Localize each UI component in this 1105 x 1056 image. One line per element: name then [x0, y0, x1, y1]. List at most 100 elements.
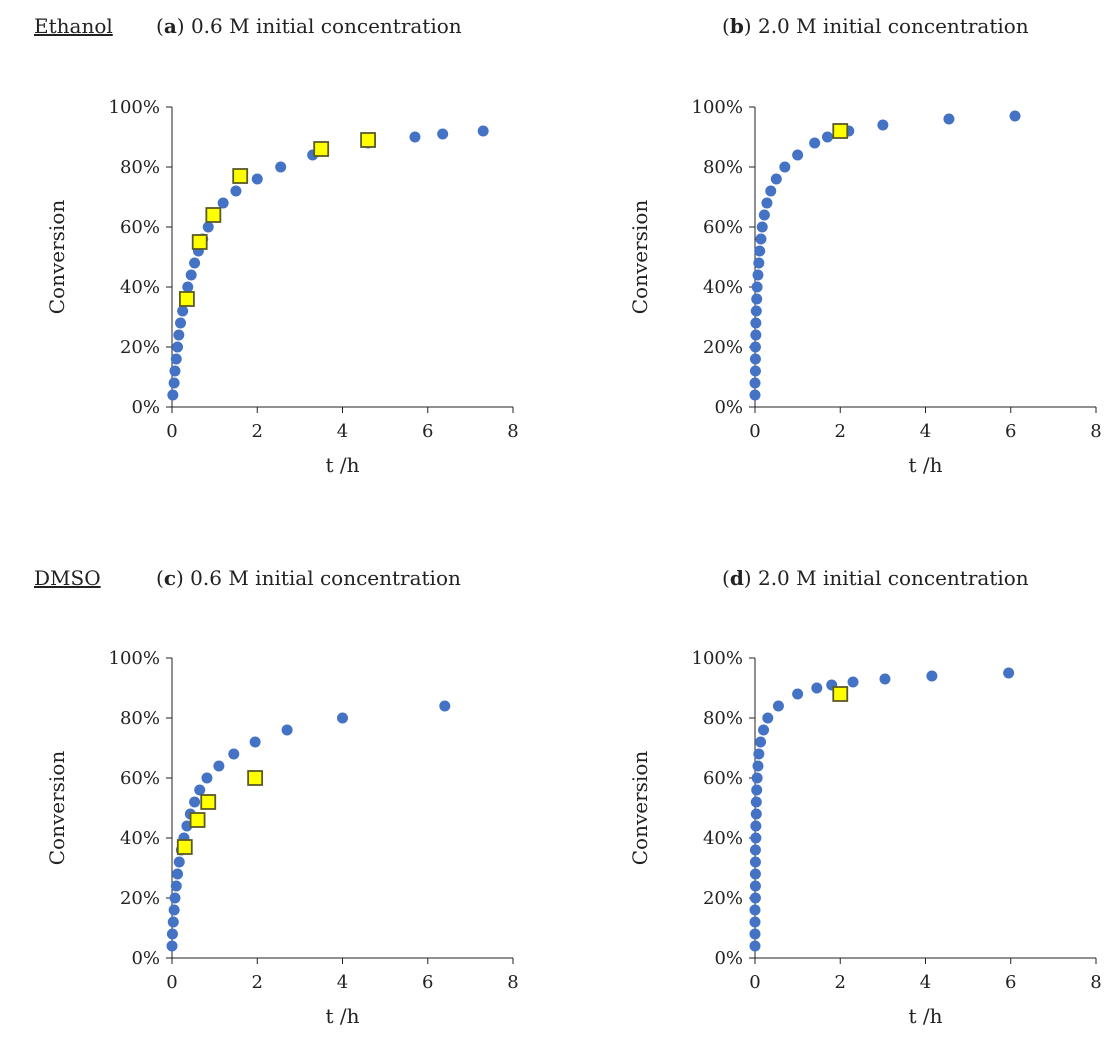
model-point-b-24 [877, 119, 889, 131]
section-label-dmso: DMSO [34, 566, 101, 590]
model-point-c-4 [169, 892, 181, 904]
x-tick-label-a-3: 6 [422, 421, 433, 442]
experimental-point-a-1 [191, 234, 208, 250]
y-axis-title-d: Conversion [628, 751, 652, 866]
experimental-point-c-3 [247, 770, 264, 786]
model-point-d-1 [749, 928, 761, 940]
x-tick-label-c-1: 2 [252, 972, 263, 993]
experimental-point-c-1 [189, 812, 206, 828]
y-tick-label-d-1: 20% [703, 888, 743, 909]
chart-b: 0% 20% 40% 60% 80% 100% 0 2 4 6 8 t /h Conversion [628, 97, 1102, 477]
model-point-c-3 [168, 904, 180, 916]
model-point-c-6 [172, 868, 184, 880]
model-point-c-17 [249, 736, 261, 748]
model-point-d-7 [749, 856, 761, 868]
y-tick-label-c-1: 20% [120, 888, 160, 909]
y-tick-label-c-4: 80% [120, 708, 160, 729]
model-point-d-15 [752, 760, 764, 772]
y-tick-label-a-1: 20% [120, 337, 160, 358]
model-point-c-5 [170, 880, 182, 892]
y-tick-label-c-3: 60% [120, 768, 160, 789]
model-point-c-12 [189, 796, 201, 808]
model-point-d-21 [792, 688, 804, 700]
panel-c-title-text: 0.6 M initial concentration [190, 566, 461, 590]
y-tick-label-b-2: 40% [703, 277, 743, 298]
x-axis-title-a: t /h [325, 453, 359, 477]
experimental-point-a-5 [360, 132, 376, 148]
panel-letter-d: d [729, 566, 744, 590]
model-point-b-6 [750, 317, 762, 329]
section-label-ethanol: Ethanol [34, 14, 113, 38]
model-point-d-12 [750, 796, 762, 808]
y-tick-label-b-5: 100% [692, 97, 743, 118]
y-tick-label-b-3: 60% [703, 217, 743, 238]
model-point-d-18 [758, 724, 770, 736]
model-point-b-4 [749, 341, 761, 353]
x-tick-label-b-4: 8 [1090, 421, 1101, 442]
model-point-c-14 [201, 772, 213, 784]
x-tick-label-d-3: 6 [1005, 972, 1016, 993]
model-point-a-19 [275, 161, 287, 173]
model-point-d-22 [811, 682, 823, 694]
y-axis-title-a: Conversion [45, 200, 69, 315]
x-tick-label-d-0: 0 [749, 972, 760, 993]
x-axis-title-d: t /h [908, 1004, 942, 1028]
experimental-point-c-2 [200, 794, 217, 810]
model-point-b-3 [749, 353, 761, 365]
y-tick-label-a-0: 0% [131, 397, 160, 418]
model-point-b-16 [761, 197, 773, 209]
y-tick-label-c-2: 40% [120, 828, 160, 849]
model-point-b-10 [752, 269, 764, 281]
experimental-point-b-0 [832, 123, 849, 139]
y-tick-label-a-5: 100% [109, 97, 160, 118]
experimental-point-a-2 [205, 207, 222, 223]
model-point-b-18 [770, 173, 782, 185]
experimental-point-a-0 [179, 291, 195, 307]
y-tick-label-a-3: 60% [120, 217, 160, 238]
model-point-d-13 [751, 784, 763, 796]
x-tick-label-d-2: 4 [920, 972, 931, 993]
y-tick-label-d-5: 100% [692, 648, 743, 669]
model-point-c-19 [337, 712, 348, 724]
model-point-c-16 [228, 748, 240, 760]
x-tick-label-a-2: 4 [337, 421, 348, 442]
model-point-d-16 [753, 748, 765, 760]
model-point-a-10 [185, 269, 197, 281]
model-point-a-3 [170, 353, 182, 365]
model-point-d-6 [749, 868, 761, 880]
experimental-point-d-0 [832, 686, 849, 702]
y-tick-label-a-2: 40% [120, 277, 160, 298]
model-point-d-0 [749, 940, 761, 952]
model-point-d-3 [749, 904, 761, 916]
y-tick-label-d-3: 60% [703, 768, 743, 789]
model-point-c-7 [173, 856, 185, 868]
model-point-b-25 [943, 113, 955, 125]
model-point-d-24 [847, 676, 859, 688]
model-point-d-8 [749, 844, 761, 856]
chart-c: 0% 20% 40% 60% 80% 100% 0 2 4 6 8 t /h Conversion [45, 648, 519, 1028]
x-tick-label-a-1: 2 [252, 421, 263, 442]
model-point-a-17 [230, 185, 242, 197]
model-point-a-11 [189, 257, 201, 269]
model-point-b-1 [749, 377, 761, 389]
model-point-b-2 [749, 365, 761, 377]
y-tick-label-b-4: 80% [703, 157, 743, 178]
y-tick-label-d-4: 80% [703, 708, 743, 729]
model-point-a-14 [202, 221, 214, 233]
model-point-a-2 [169, 365, 181, 377]
model-point-a-1 [168, 377, 180, 389]
x-tick-label-c-3: 6 [422, 972, 433, 993]
model-point-a-22 [409, 131, 421, 143]
y-tick-label-b-0: 0% [714, 397, 743, 418]
y-tick-label-c-5: 100% [109, 648, 160, 669]
panel-title-a: (a) 0.6 M initial concentration [156, 14, 462, 38]
model-point-d-25 [879, 673, 891, 685]
model-point-a-9 [182, 281, 194, 293]
experimental-point-a-3 [232, 168, 249, 184]
y-axis-title-b: Conversion [628, 200, 652, 315]
panel-title-b: (b) 2.0 M initial concentration [722, 14, 1029, 38]
model-point-b-5 [750, 329, 762, 341]
x-tick-label-c-2: 4 [337, 972, 348, 993]
x-axis-title-b: t /h [908, 453, 942, 477]
model-point-b-11 [753, 257, 765, 269]
